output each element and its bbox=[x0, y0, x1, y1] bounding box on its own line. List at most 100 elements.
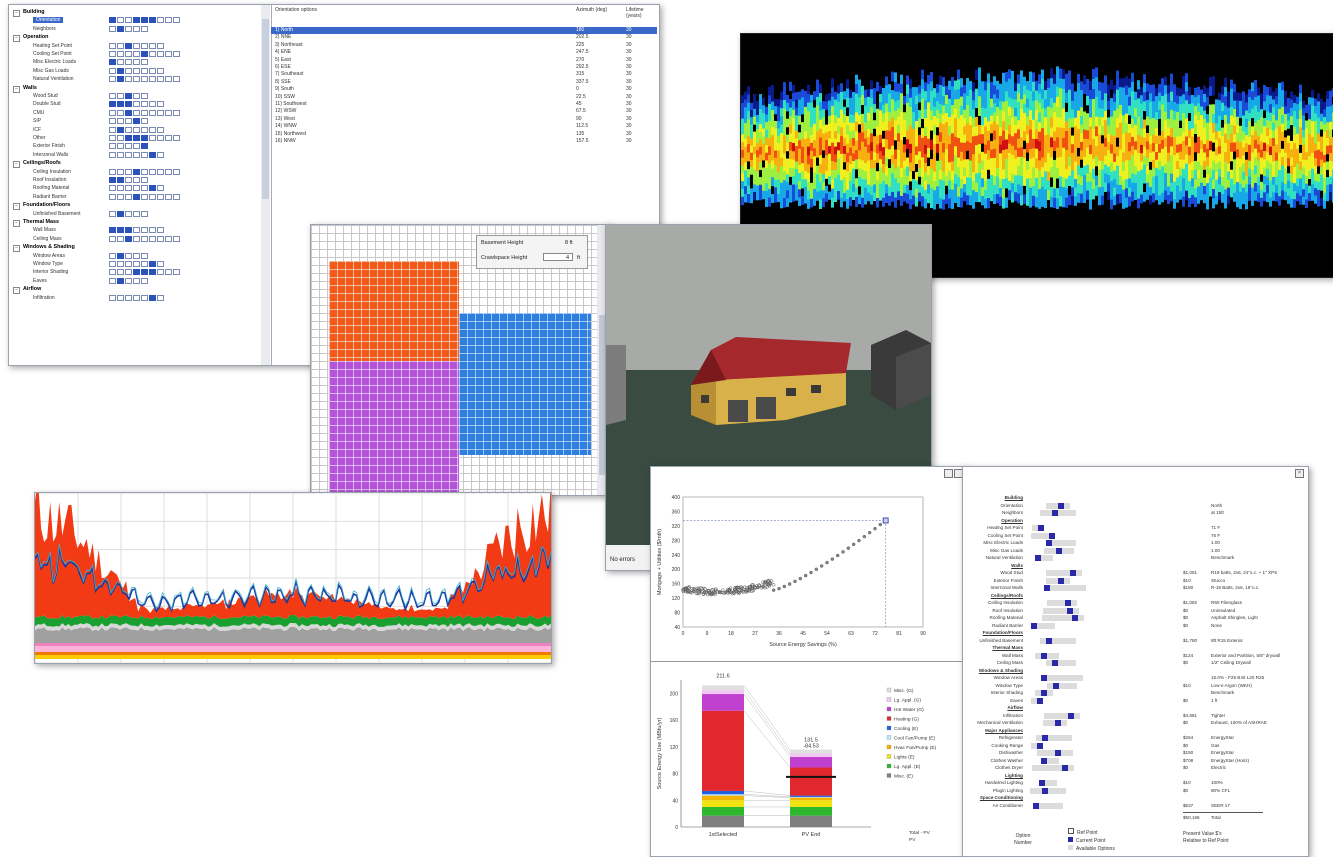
current-option-marker[interactable] bbox=[1038, 525, 1044, 531]
category-ceilings-roofs[interactable]: Ceilings/Roofs bbox=[23, 160, 61, 167]
option-selector[interactable] bbox=[109, 252, 149, 259]
category-windows-shading[interactable]: Windows & Shading bbox=[23, 244, 75, 251]
current-option-marker[interactable] bbox=[1068, 712, 1074, 719]
option-selector[interactable] bbox=[109, 135, 181, 141]
available-option-marker[interactable] bbox=[1047, 675, 1053, 681]
option-selector[interactable] bbox=[109, 193, 181, 200]
list-item[interactable]: 8) SSE 337.5 30 bbox=[271, 79, 657, 86]
option-selector[interactable] bbox=[109, 227, 165, 234]
available-option-marker[interactable] bbox=[1050, 585, 1056, 591]
available-option-marker[interactable] bbox=[1044, 712, 1050, 719]
available-option-marker[interactable] bbox=[1031, 532, 1037, 539]
option-selector[interactable] bbox=[109, 185, 165, 192]
available-option-marker[interactable] bbox=[1060, 787, 1066, 794]
zone-blue[interactable] bbox=[459, 313, 591, 455]
available-option-marker[interactable] bbox=[1060, 735, 1066, 741]
tree-item[interactable]: CMU bbox=[33, 110, 44, 116]
available-option-marker[interactable] bbox=[1070, 637, 1076, 644]
option-selector[interactable] bbox=[109, 101, 165, 108]
available-option-marker[interactable] bbox=[1061, 607, 1067, 614]
option-selector[interactable] bbox=[109, 235, 181, 242]
available-option-marker[interactable] bbox=[1037, 750, 1043, 756]
available-option-marker[interactable] bbox=[1061, 720, 1067, 726]
list-item[interactable]: 1) North 180 30 bbox=[271, 27, 657, 34]
available-option-marker[interactable] bbox=[1052, 577, 1058, 584]
crawlspace-height-input[interactable]: 4 bbox=[543, 253, 573, 261]
tree-item[interactable]: Window Areas bbox=[33, 253, 65, 259]
tree-item[interactable]: Unfinished Basement bbox=[33, 211, 81, 217]
available-option-marker[interactable] bbox=[1065, 675, 1071, 681]
category-airflow[interactable]: Airflow bbox=[23, 286, 42, 293]
available-option-marker[interactable] bbox=[1046, 570, 1052, 576]
available-option-marker[interactable] bbox=[1064, 540, 1070, 546]
list-item[interactable]: 4) ENE 247.5 30 bbox=[271, 49, 657, 56]
available-option-marker[interactable] bbox=[1050, 765, 1056, 771]
available-option-marker[interactable] bbox=[1064, 637, 1070, 644]
option-selector[interactable] bbox=[109, 126, 165, 133]
option-selector[interactable] bbox=[109, 168, 181, 175]
scroll-thumb[interactable] bbox=[262, 19, 269, 199]
available-option-marker[interactable] bbox=[1077, 675, 1083, 681]
tree-item[interactable]: Other bbox=[33, 135, 46, 141]
tree-scrollbar[interactable] bbox=[261, 5, 270, 365]
list-item[interactable]: 13) West 90 30 bbox=[271, 116, 657, 123]
list-item[interactable]: 6) ESE 292.5 30 bbox=[271, 64, 657, 71]
available-option-marker[interactable] bbox=[1049, 720, 1055, 726]
list-header-option[interactable]: Orientation options bbox=[275, 7, 317, 13]
tree-item[interactable]: Interior Shading bbox=[33, 269, 68, 275]
category-thermal-mass[interactable]: Thermal Mass bbox=[23, 219, 59, 225]
available-option-marker[interactable] bbox=[1054, 787, 1060, 794]
scroll-thumb[interactable] bbox=[599, 315, 607, 475]
current-option-marker[interactable] bbox=[1046, 637, 1052, 644]
tree-item[interactable]: Wood Stud bbox=[33, 93, 58, 99]
available-option-marker[interactable] bbox=[1052, 540, 1058, 546]
available-option-marker[interactable] bbox=[1061, 750, 1067, 756]
available-option-marker[interactable] bbox=[1047, 652, 1053, 659]
available-option-marker[interactable] bbox=[1046, 510, 1052, 516]
available-option-marker[interactable] bbox=[1071, 682, 1077, 689]
tree-item[interactable]: Radiant Barrier bbox=[33, 194, 67, 200]
available-option-marker[interactable] bbox=[1051, 780, 1057, 786]
available-option-marker[interactable] bbox=[1039, 802, 1045, 809]
current-option-marker[interactable] bbox=[1033, 802, 1039, 809]
current-option-marker[interactable] bbox=[1049, 532, 1055, 539]
close-button[interactable]: × bbox=[1295, 469, 1304, 478]
available-option-marker[interactable] bbox=[1059, 600, 1065, 606]
category-walls[interactable]: Walls bbox=[23, 84, 37, 91]
option-selector[interactable] bbox=[109, 177, 149, 183]
current-option-marker[interactable] bbox=[1052, 660, 1058, 666]
available-option-marker[interactable] bbox=[1037, 622, 1043, 629]
collapse-toggle[interactable]: − bbox=[13, 245, 20, 253]
collapse-toggle[interactable]: − bbox=[13, 35, 20, 43]
available-option-marker[interactable] bbox=[1056, 585, 1062, 591]
list-item[interactable]: 16) NNW 157.5 30 bbox=[271, 138, 657, 145]
option-selector[interactable] bbox=[109, 17, 181, 24]
available-option-marker[interactable] bbox=[1058, 540, 1064, 546]
tree-item[interactable]: ICF bbox=[33, 127, 41, 133]
current-option-marker[interactable] bbox=[1041, 652, 1047, 659]
available-option-marker[interactable] bbox=[1057, 802, 1063, 809]
tree-item[interactable]: Eaves bbox=[33, 278, 47, 284]
available-option-marker[interactable] bbox=[1046, 660, 1052, 666]
available-option-marker[interactable] bbox=[1058, 660, 1064, 666]
available-option-marker[interactable] bbox=[1047, 690, 1053, 696]
tree-item[interactable]: Ceiling Insulation bbox=[33, 169, 71, 175]
list-item[interactable]: 10) SSW 22.5 30 bbox=[271, 94, 657, 101]
available-option-marker[interactable] bbox=[1058, 570, 1064, 576]
list-item[interactable]: 7) Southeast 315 30 bbox=[271, 71, 657, 78]
available-option-marker[interactable] bbox=[1040, 637, 1046, 644]
available-option-marker[interactable] bbox=[1049, 750, 1055, 756]
available-option-marker[interactable] bbox=[1048, 787, 1054, 794]
available-option-marker[interactable] bbox=[1051, 802, 1057, 809]
current-option-marker[interactable] bbox=[1053, 682, 1059, 689]
option-selector[interactable] bbox=[109, 76, 181, 83]
available-option-marker[interactable] bbox=[1042, 615, 1048, 621]
available-option-marker[interactable] bbox=[1059, 675, 1065, 681]
available-option-marker[interactable] bbox=[1066, 615, 1072, 621]
available-option-marker[interactable] bbox=[1031, 742, 1037, 749]
tree-item[interactable]: Interzonal Walls bbox=[33, 152, 68, 158]
tree-item[interactable]: Neighbors bbox=[33, 26, 56, 32]
list-item[interactable]: 14) WNW 112.5 30 bbox=[271, 123, 657, 130]
collapse-toggle[interactable]: − bbox=[13, 85, 20, 93]
available-option-marker[interactable] bbox=[1059, 682, 1065, 689]
